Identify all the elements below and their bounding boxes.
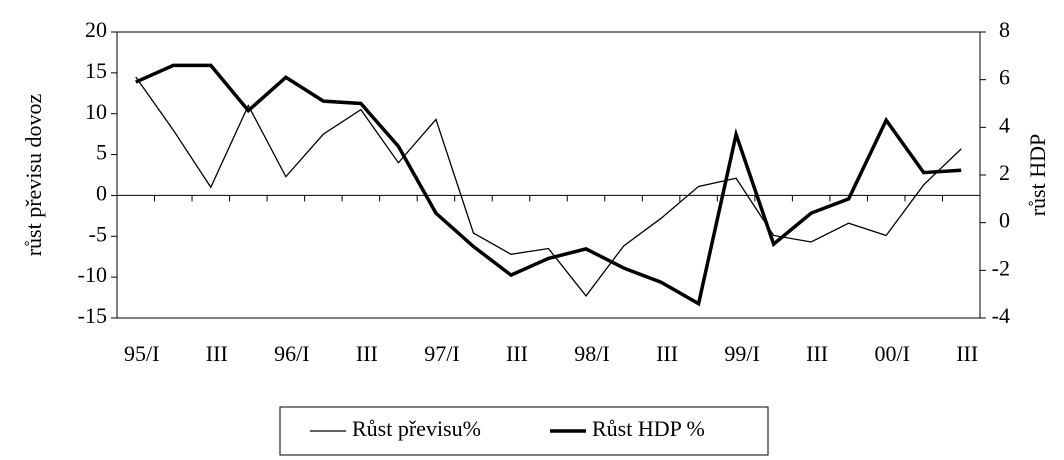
y2-tick-label: -2 <box>992 255 1010 280</box>
x-tick-label: 96/I <box>274 341 309 366</box>
y2-tick-label: 0 <box>999 208 1010 233</box>
x-tick-label: III <box>806 341 828 366</box>
y-tick-label: -5 <box>89 221 107 246</box>
x-tick-label: 97/I <box>424 341 459 366</box>
y2-tick-label: -4 <box>992 303 1010 328</box>
x-tick-label: III <box>206 341 228 366</box>
y-tick-label: 5 <box>96 140 107 165</box>
x-tick-label: III <box>956 341 978 366</box>
y2-tick-label: 2 <box>999 160 1010 185</box>
legend-label: Růst HDP % <box>592 416 705 441</box>
y2-tick-label: 6 <box>999 65 1010 90</box>
legend-box <box>279 406 769 456</box>
x-tick-label: III <box>356 341 378 366</box>
x-tick-label: 95/I <box>124 341 159 366</box>
y-tick-label: 15 <box>85 58 107 83</box>
x-tick-label: III <box>506 341 528 366</box>
plot-frame <box>116 31 981 319</box>
series-line <box>135 63 962 307</box>
x-tick-label: 98/I <box>574 341 609 366</box>
y-tick-label: 10 <box>85 99 107 124</box>
x-tick-label: III <box>656 341 678 366</box>
y-axis-label: růst převisu dovoz <box>21 94 46 257</box>
y-tick-label: 0 <box>96 180 107 205</box>
y-tick-label: -10 <box>78 262 107 287</box>
y2-tick-label: 4 <box>999 112 1010 137</box>
legend-label: Růst převisu% <box>352 416 481 441</box>
series-line <box>135 76 962 298</box>
x-tick-label: 00/I <box>874 341 909 366</box>
y-tick-label: 20 <box>85 17 107 42</box>
y2-axis-label: růst HDP <box>1025 134 1050 217</box>
y2-tick-label: 8 <box>999 17 1010 42</box>
y-tick-label: -15 <box>78 303 107 328</box>
x-tick-label: 99/I <box>724 341 759 366</box>
